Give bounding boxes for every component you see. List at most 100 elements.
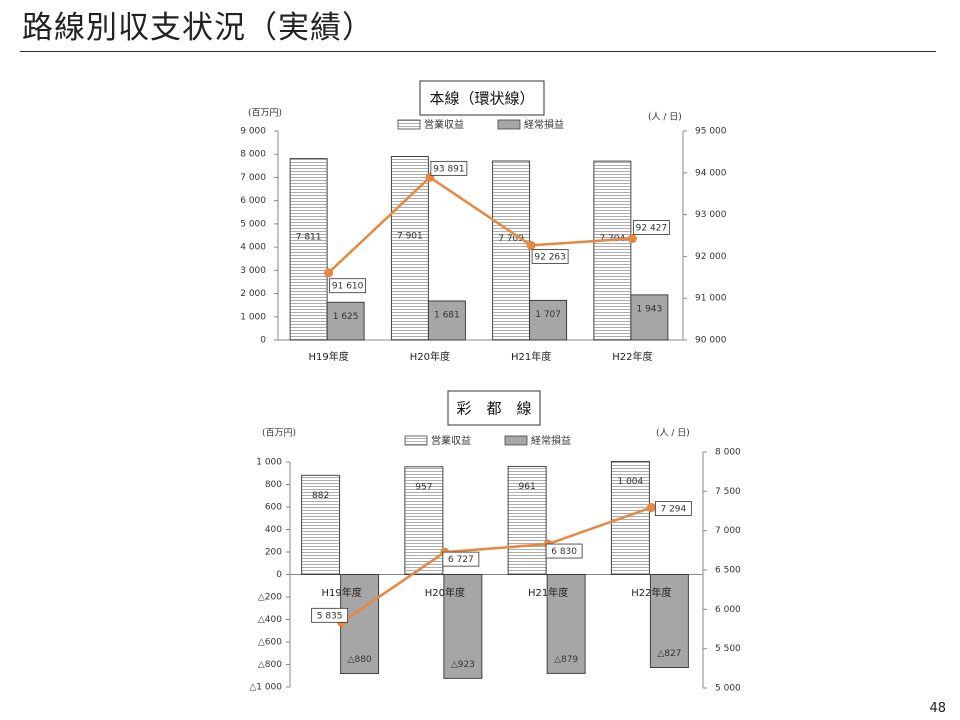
chart1-ridership-label-box: [430, 160, 468, 176]
chart2-y2-tick-label: 7 000: [715, 526, 741, 536]
chart1-ridership-value-label: 92 427: [636, 224, 668, 234]
chart2-bar-revenue: [301, 474, 341, 575]
chart2-y2-tick-label: 8 000: [715, 448, 741, 458]
chart2-bar-revenue: [610, 461, 650, 575]
chart2-ridership-value-label: 7 294: [660, 505, 686, 515]
chart1-ridership-line: [327, 175, 633, 274]
chart2-y-axis-label: (百万円): [262, 428, 296, 439]
chart1-y-tick-label: 0: [260, 336, 266, 346]
chart2-y-tick-label: △200: [258, 593, 282, 603]
chart1-y2-axis-label: (人 / 日): [648, 112, 682, 123]
chart1-profit-value-label: 1 707: [535, 310, 561, 320]
chart1-y-tick-label: 3 000: [240, 266, 266, 276]
chart1-y-tick-label: 7 000: [240, 173, 266, 183]
chart2-revenue-value-label: 1 004: [617, 477, 643, 487]
chart1-bar-revenue: [593, 160, 632, 341]
chart1-y2-tick-label: 90 000: [695, 336, 727, 346]
chart2-category-label: H22年度: [631, 586, 671, 599]
chart2-ridership-value-label: 5 835: [317, 611, 343, 621]
chart2-y2-tick-label: 5 500: [715, 644, 741, 654]
chart2-title-box: [447, 390, 541, 426]
chart1-category-label: H21年度: [511, 350, 551, 363]
chart1-ridership-point: [324, 268, 334, 278]
title-divider: [20, 51, 936, 52]
chart2-y-tick-label: △1 000: [249, 683, 282, 693]
chart1-bar-revenue: [492, 160, 531, 341]
chart2-bar-profit: [443, 574, 483, 679]
chart1-y-axis-label: (百万円): [248, 108, 282, 119]
chart2-revenue-value-label: 961: [519, 482, 536, 492]
chart2-revenue-value-label: 957: [415, 482, 432, 492]
chart1-bar-revenue: [390, 156, 429, 341]
chart2-ridership-point: [646, 503, 656, 513]
chart2-y-tick-label: 0: [276, 570, 282, 580]
chart2-bar-revenue: [507, 465, 547, 575]
chart1-bar-profit: [427, 300, 466, 341]
chart1-y-tick-label: 6 000: [240, 196, 266, 206]
chart2-legend-profit: 経常損益: [531, 434, 571, 447]
chart1-ridership-point: [526, 240, 536, 250]
chart2-y-tick-label: 400: [265, 525, 282, 535]
page-title: 路線別収支状況（実績）: [22, 10, 374, 46]
chart1-y2-tick-label: 93 000: [695, 210, 727, 220]
chart1-bar-profit: [529, 299, 568, 341]
chart2-ridership-value-label: 6 830: [551, 547, 577, 557]
chart2-revenue-value-label: 882: [312, 491, 329, 501]
chart2-y-tick-label: 600: [265, 503, 282, 513]
chart2-y-tick-label: △400: [258, 615, 282, 625]
chart1-y2-tick-label: 91 000: [695, 294, 727, 304]
chart1-ridership-label-box: [329, 278, 367, 294]
chart2-profit-value-label: △923: [451, 660, 475, 670]
chart2-ridership-label-box: [654, 501, 692, 516]
chart1-y2-tick-label: 92 000: [695, 252, 727, 262]
chart1-y-tick-label: 2 000: [240, 289, 266, 299]
chart2-ridership-line: [340, 506, 652, 624]
chart2-category-label: H19年度: [322, 586, 362, 599]
chart1-bar-profit: [630, 294, 669, 341]
chart1-y2-tick-label: 95 000: [695, 127, 727, 137]
chart1-ridership-value-label: 91 610: [332, 282, 364, 292]
chart1-revenue-value-label: 7 811: [296, 233, 322, 243]
chart2-category-label: H21年度: [528, 586, 568, 599]
chart1-legend-revenue: 営業収益: [424, 118, 464, 131]
chart1-y-tick-label: 8 000: [240, 150, 266, 160]
chart1-ridership-value-label: 93 891: [433, 164, 465, 174]
chart1-y-tick-label: 1 000: [240, 312, 266, 322]
chart1-category-label: H20年度: [410, 350, 450, 363]
chart1-ridership-point: [627, 234, 637, 244]
chart2-bar-profit: [340, 574, 380, 674]
chart2-y2-axis-label: (人 / 日): [656, 428, 690, 439]
chart1-title-box: [419, 80, 545, 116]
chart1-bar-revenue: [289, 158, 328, 341]
chart2-ridership-label-box: [311, 607, 349, 623]
chart2-y-tick-label: △600: [258, 638, 282, 648]
chart1-legend-swatch-revenue: [397, 119, 421, 130]
chart2-ridership-label-box: [545, 543, 583, 559]
chart1-ridership-label-box: [531, 249, 569, 264]
chart1-profit-value-label: 1 681: [434, 310, 460, 320]
chart2-ridership-value-label: 6 727: [448, 555, 474, 565]
page-number: 48: [929, 701, 946, 716]
chart1-category-label: H19年度: [309, 350, 349, 363]
chart1-ridership-value-label: 92 263: [534, 252, 566, 262]
chart2-profit-value-label: △880: [348, 655, 372, 665]
chart1-y-tick-label: 9 000: [240, 127, 266, 137]
chart2-y-tick-label: 200: [265, 548, 282, 558]
chart2-y-tick-label: △800: [258, 660, 282, 670]
chart1-revenue-value-label: 7 901: [397, 231, 423, 241]
chart2-legend-revenue: 営業収益: [431, 434, 471, 447]
chart1-y-tick-label: 5 000: [240, 219, 266, 229]
chart2-y2-tick-label: 5 000: [715, 684, 741, 694]
chart2-category-label: H20年度: [425, 586, 465, 599]
chart2-bar-profit: [546, 574, 586, 674]
chart2-bar-profit: [649, 574, 689, 668]
chart2-y2-tick-label: 6 500: [715, 566, 741, 576]
chart1-y2-tick-label: 94 000: [695, 168, 727, 178]
chart1-profit-value-label: 1 625: [333, 312, 359, 322]
chart1-legend-swatch-profit: [497, 119, 521, 130]
chart2-ridership-label-box: [442, 551, 480, 567]
chart2-y-tick-label: 1 000: [256, 458, 282, 468]
chart1-ridership-label-box: [632, 220, 670, 235]
chart2-legend-swatch-revenue: [404, 435, 428, 446]
